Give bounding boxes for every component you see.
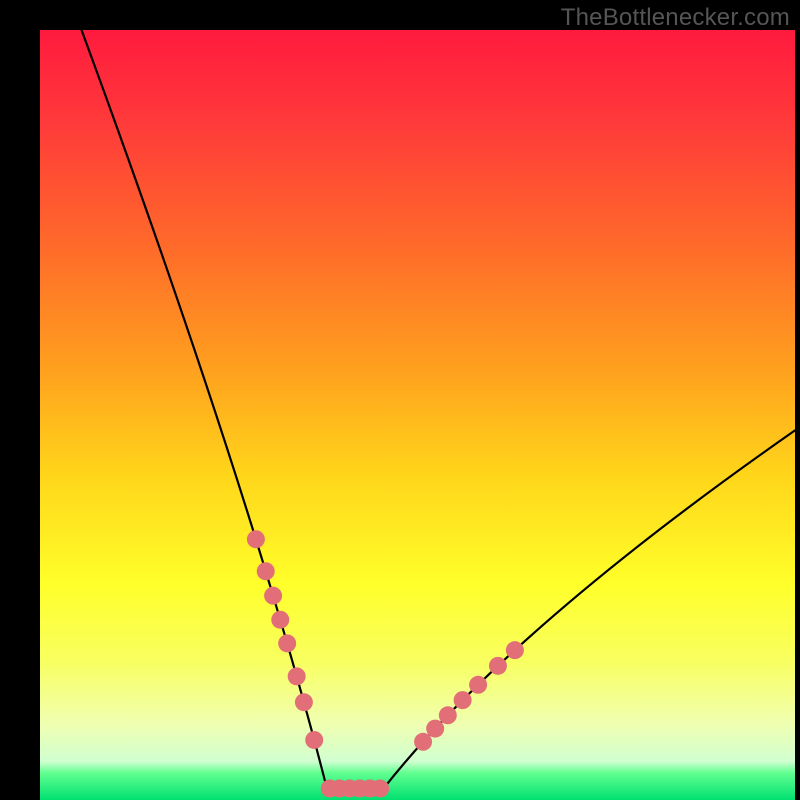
curve-marker <box>288 667 306 685</box>
curve-marker <box>295 693 313 711</box>
curve-marker <box>271 611 289 629</box>
curve-marker <box>278 634 296 652</box>
curve-marker <box>257 562 275 580</box>
watermark-text: TheBottlenecker.com <box>561 4 790 32</box>
curve-marker <box>264 587 282 605</box>
curve-marker <box>247 530 265 548</box>
curve-marker <box>454 691 472 709</box>
plot-background <box>40 30 795 800</box>
curve-marker <box>489 657 507 675</box>
curve-marker <box>414 733 432 751</box>
curve-marker <box>371 779 389 797</box>
curve-marker <box>426 720 444 738</box>
stage: TheBottlenecker.com <box>0 0 800 800</box>
curve-marker <box>469 676 487 694</box>
chart-svg <box>0 0 800 800</box>
curve-marker <box>506 641 524 659</box>
curve-marker <box>439 706 457 724</box>
curve-marker <box>305 731 323 749</box>
